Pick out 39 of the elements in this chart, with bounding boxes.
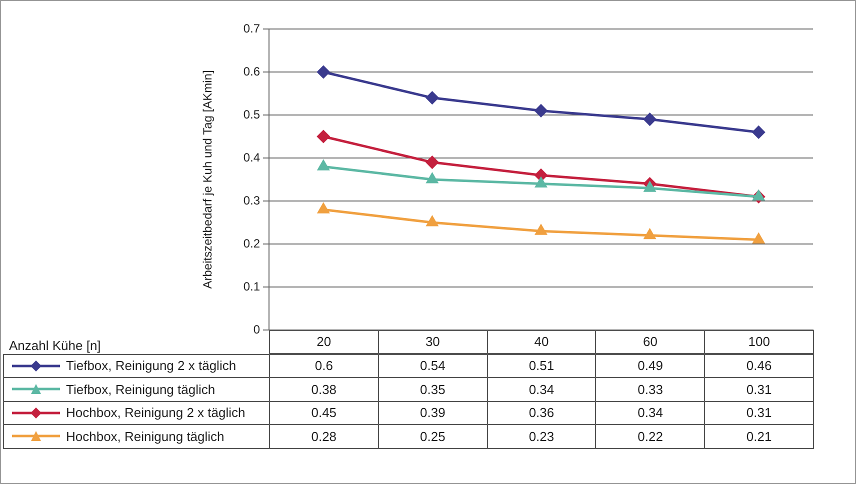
- data-label: 0.49: [638, 358, 663, 374]
- legend-label: Tiefbox, Reinigung 2 x täglich: [66, 358, 236, 374]
- data-label: 0.45: [311, 405, 337, 420]
- data-label: 0.22: [638, 428, 663, 444]
- data-label: 0.23: [528, 428, 554, 444]
- legend-label: Tiefbox, Reinigung täglich: [66, 382, 216, 397]
- y-tick-label: 0.5: [243, 107, 260, 122]
- data-label: 0.31: [746, 382, 772, 397]
- y-axis-title: Arbeitszeitbedarf je Kuh und Tag [AKmin]: [200, 70, 215, 289]
- data-label: 0.36: [528, 405, 554, 420]
- data-label: 0.34: [528, 382, 554, 397]
- legend-label: Hochbox, Reinigung täglich: [66, 428, 224, 444]
- data-label: 0.21: [746, 428, 772, 444]
- x-tick-label: 40: [534, 334, 549, 350]
- data-label: 0.34: [638, 405, 663, 420]
- data-label: 0.54: [420, 358, 446, 374]
- y-tick-label: 0.1: [243, 279, 260, 294]
- data-label: 0.31: [746, 405, 772, 420]
- data-label: 0.38: [311, 382, 337, 397]
- x-tick-label: 100: [748, 334, 770, 350]
- data-label: 0.33: [638, 382, 663, 397]
- data-label: 0.6: [314, 358, 333, 374]
- y-tick-label: 0.6: [243, 64, 260, 78]
- data-label: 0.51: [528, 358, 554, 374]
- y-tick-label: 0.4: [243, 150, 260, 164]
- data-label: 0.39: [420, 405, 446, 420]
- x-tick-label: 20: [316, 334, 332, 350]
- x-tick-label: 60: [643, 334, 658, 350]
- data-label: 0.46: [746, 358, 772, 374]
- y-tick-label: 0.7: [243, 21, 260, 36]
- text: Anzahl Kühe [n]: [9, 338, 101, 354]
- data-label: 0.25: [420, 428, 446, 444]
- data-label: 0.28: [311, 428, 337, 444]
- y-tick-label: 0.2: [243, 236, 260, 250]
- legend-label: Hochbox, Reinigung 2 x täglich: [66, 405, 246, 420]
- x-tick-label: 30: [425, 334, 440, 350]
- y-tick-label: 0.3: [243, 193, 260, 208]
- data-label: 0.35: [420, 382, 446, 397]
- y-tick-label: 0: [253, 322, 260, 336]
